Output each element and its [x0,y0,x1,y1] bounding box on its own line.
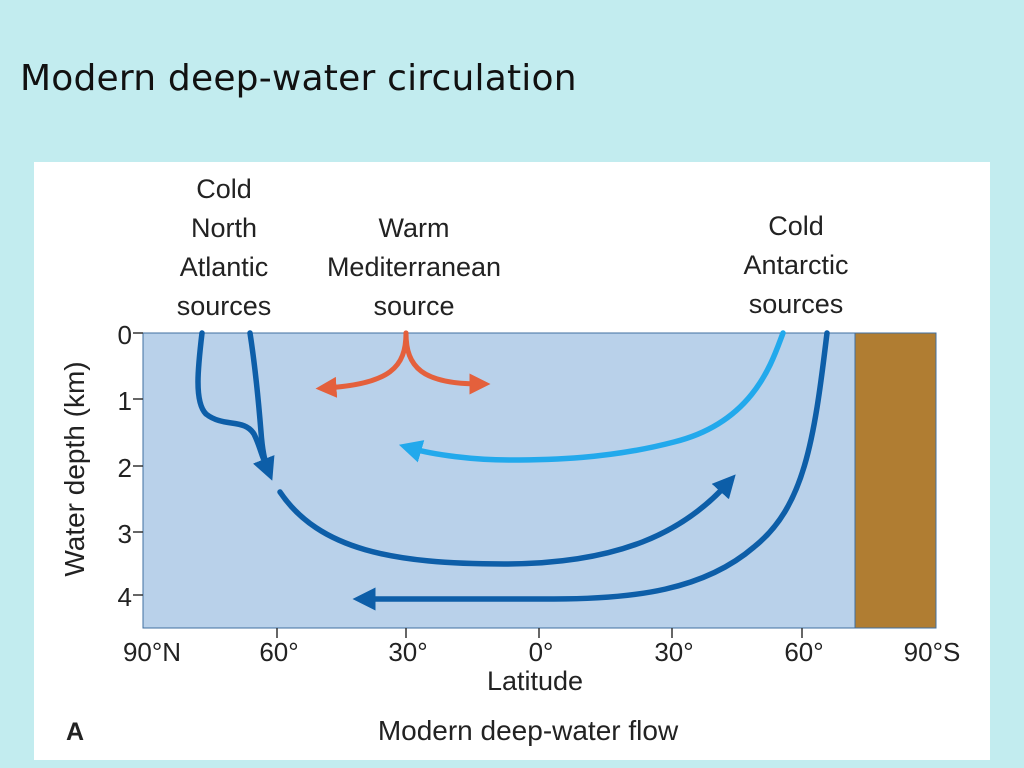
antarctic-label-line1: Cold [768,211,824,241]
x-tick-label: 60° [784,637,823,667]
mediterranean-label-line2: Mediterranean [327,252,501,282]
north-atlantic-deep-water-arrow [277,474,736,567]
panel-letter: A [66,718,84,746]
x-axis-label: Latitude [487,666,583,696]
y-tick-label: 0 [118,320,132,350]
y-tick-label: 2 [118,453,132,483]
north-atlantic-outer-current-arrow [247,330,275,481]
x-tick-label: 90°N [123,637,181,667]
north-atlantic-label-line3: Atlantic [180,252,269,282]
ocean-section [142,332,856,629]
mediterranean-label-line1: Warm [379,213,450,243]
x-tick-label: 60° [259,637,298,667]
north-atlantic-label-line4: sources [177,291,272,321]
north-atlantic-label-line2: North [191,213,257,243]
mediterranean-outflow-right-arrow [403,330,491,395]
antarctic-bottom-water-arrow [352,330,830,611]
antarctic-label-line2: Antarctic [743,250,848,280]
y-axis-label: Water depth (km) [59,361,90,576]
figure-caption: Modern deep-water flow [378,715,679,746]
north-atlantic-sinking-current [195,330,269,467]
y-tick-label: 4 [118,582,132,612]
x-axis [276,628,803,638]
y-tick-label: 1 [118,386,132,416]
circulation-diagram: 0 1 2 3 4 Water depth (km) 90°N 60° 30° … [59,174,961,746]
x-tick-label: 90°S [904,637,961,667]
mediterranean-label-line3: source [373,291,454,321]
x-tick-label: 30° [654,637,693,667]
y-axis [133,332,143,596]
y-tick-label: 3 [118,519,132,549]
antarctic-label-line3: sources [749,289,844,319]
figure-panel: 0 1 2 3 4 Water depth (km) 90°N 60° 30° … [34,162,990,760]
slide-title: Modern deep-water circulation [20,58,577,99]
antarctic-intermediate-water-arrow [398,330,786,463]
x-tick-label: 0° [529,637,554,667]
north-atlantic-label-line1: Cold [196,174,252,204]
antarctic-landmass [854,332,937,629]
x-tick-label: 30° [388,637,427,667]
